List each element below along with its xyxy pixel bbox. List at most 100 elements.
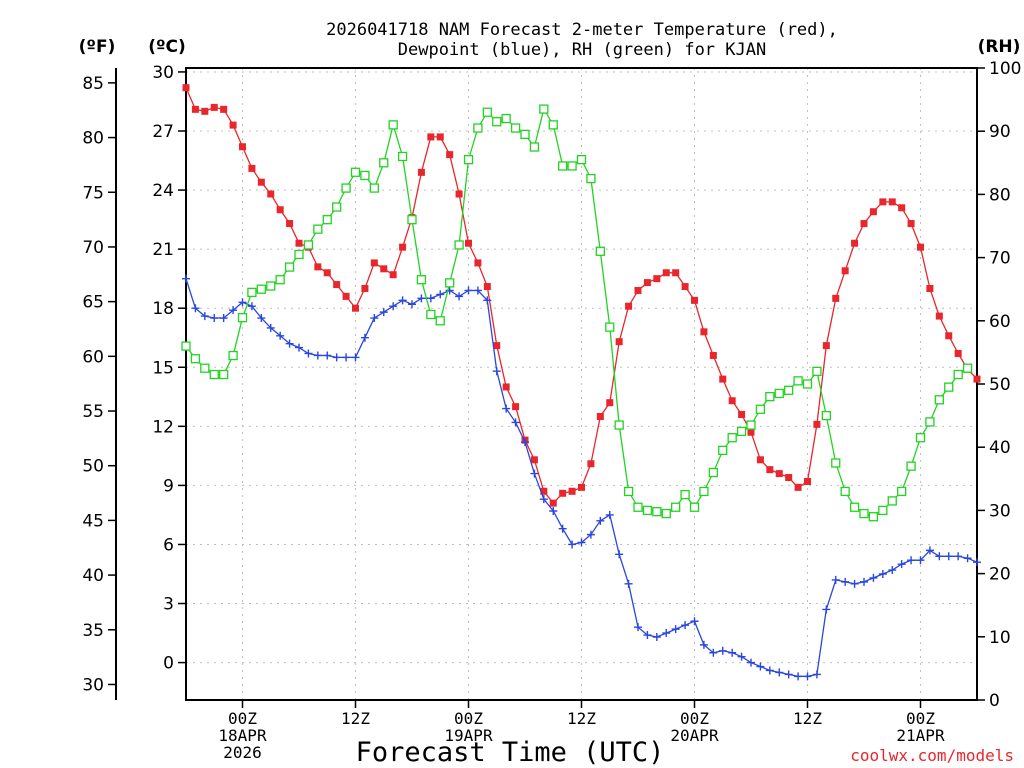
rh-point (633, 502, 643, 512)
temperature-point (738, 411, 746, 419)
temperature-point (455, 190, 463, 198)
rh-point (369, 183, 379, 193)
x-tick-label: 00Z (228, 709, 257, 728)
series-dewpoint (182, 274, 981, 681)
dewpoint-point (200, 312, 209, 321)
rh-point (209, 369, 219, 380)
left-celsius-unit-label: (ºC) (148, 37, 186, 57)
dewpoint-point (558, 524, 567, 533)
rh-point (388, 120, 398, 130)
temperature-point (606, 399, 614, 407)
dewpoint-point (699, 640, 708, 649)
dewpoint-point (191, 304, 200, 313)
rh-point (445, 278, 455, 288)
temperature-point (728, 397, 736, 405)
dewpoint-point (360, 333, 369, 342)
dewpoint-point (229, 306, 238, 315)
temperature-point (361, 285, 369, 293)
rh-point (925, 417, 935, 427)
temperature-point (446, 151, 454, 159)
dewpoint-point (257, 314, 266, 323)
dewpoint-point (634, 623, 642, 632)
rh-point (237, 312, 248, 323)
temperature-point (483, 283, 491, 291)
left-fahrenheit-unit-label: (ºF) (79, 37, 116, 57)
rh-point (501, 113, 511, 124)
rh-tick-label: 50 (989, 375, 1011, 395)
rh-point (256, 284, 266, 294)
dewpoint-point (238, 298, 247, 307)
celsius-tick-label: 24 (152, 181, 174, 201)
dewpoint-point (219, 314, 228, 323)
right-rh-unit-label: (RH) (978, 37, 1021, 57)
dewpoint-point (210, 314, 219, 323)
dewpoint-point (445, 286, 454, 295)
temperature-point (700, 328, 708, 336)
rh-point (407, 215, 417, 225)
dewpoint-point (483, 296, 492, 305)
dewpoint-point (869, 573, 878, 582)
temperature-point (935, 312, 943, 320)
rh-point (765, 391, 775, 402)
temperature-point (954, 349, 962, 357)
dewpoint-point (426, 294, 435, 303)
temperature-point (888, 198, 896, 206)
celsius-tick-label: 21 (152, 240, 174, 260)
rh-point (736, 426, 747, 437)
dewpoint-point (266, 323, 275, 332)
celsius-tick-label: 27 (152, 122, 174, 142)
dewpoint-point (718, 646, 727, 655)
dewpoint-point (549, 506, 558, 515)
celsius-tick-label: 9 (163, 476, 174, 496)
temperature-point (229, 121, 237, 129)
dewpoint-point (596, 516, 605, 525)
rh-point (247, 287, 257, 298)
dewpoint-point (794, 672, 803, 681)
rh-point (558, 161, 568, 171)
series-relative-humidity (181, 104, 973, 522)
dewpoint-point (502, 404, 511, 413)
dewpoint-point (182, 274, 190, 283)
dewpoint-point (417, 294, 426, 303)
dewpoint-point (831, 575, 840, 584)
dewpoint-point (841, 577, 850, 586)
rh-point (595, 246, 605, 256)
chart-title-line-2: Dewpoint (blue), RH (green) for KJAN (398, 40, 766, 60)
dewpoint-point (944, 552, 953, 561)
temperature-point (389, 271, 397, 279)
temperature-point (775, 470, 783, 478)
rh-point (605, 322, 615, 332)
dewpoint-point (304, 349, 313, 358)
temperature-point (333, 281, 341, 289)
temperature-point (370, 259, 378, 267)
rh-point (793, 376, 803, 386)
temperature-point (342, 292, 350, 300)
site-credit: coolwx.com/models (850, 746, 1014, 765)
dewpoint-point (473, 286, 482, 295)
rh-tick-label: 30 (989, 501, 1011, 521)
rh-point (576, 154, 587, 165)
rh-tick-label: 0 (989, 691, 1000, 711)
rh-point (642, 505, 653, 516)
rh-point (322, 215, 332, 225)
temperature-point (257, 178, 265, 186)
temperature-point (587, 460, 595, 468)
dewpoint-point (464, 286, 473, 295)
dewpoint-point (728, 648, 737, 657)
celsius-tick-label: 3 (163, 595, 174, 615)
dewpoint-point (455, 292, 464, 301)
rh-point (294, 249, 304, 260)
temperature-point (596, 412, 604, 420)
dewpoint-point (737, 652, 746, 661)
dewpoint-point (398, 296, 407, 305)
dewpoint-point (586, 530, 595, 539)
temperature-point (851, 239, 859, 247)
rh-point (200, 363, 210, 373)
dewpoint-point (511, 418, 520, 427)
dewpoint-point (935, 552, 944, 561)
temperature-point (709, 351, 717, 359)
fahrenheit-tick-label: 35 (82, 621, 104, 641)
temperature-point (841, 267, 849, 275)
temperature-point (917, 243, 924, 251)
temperature-point (276, 206, 284, 214)
